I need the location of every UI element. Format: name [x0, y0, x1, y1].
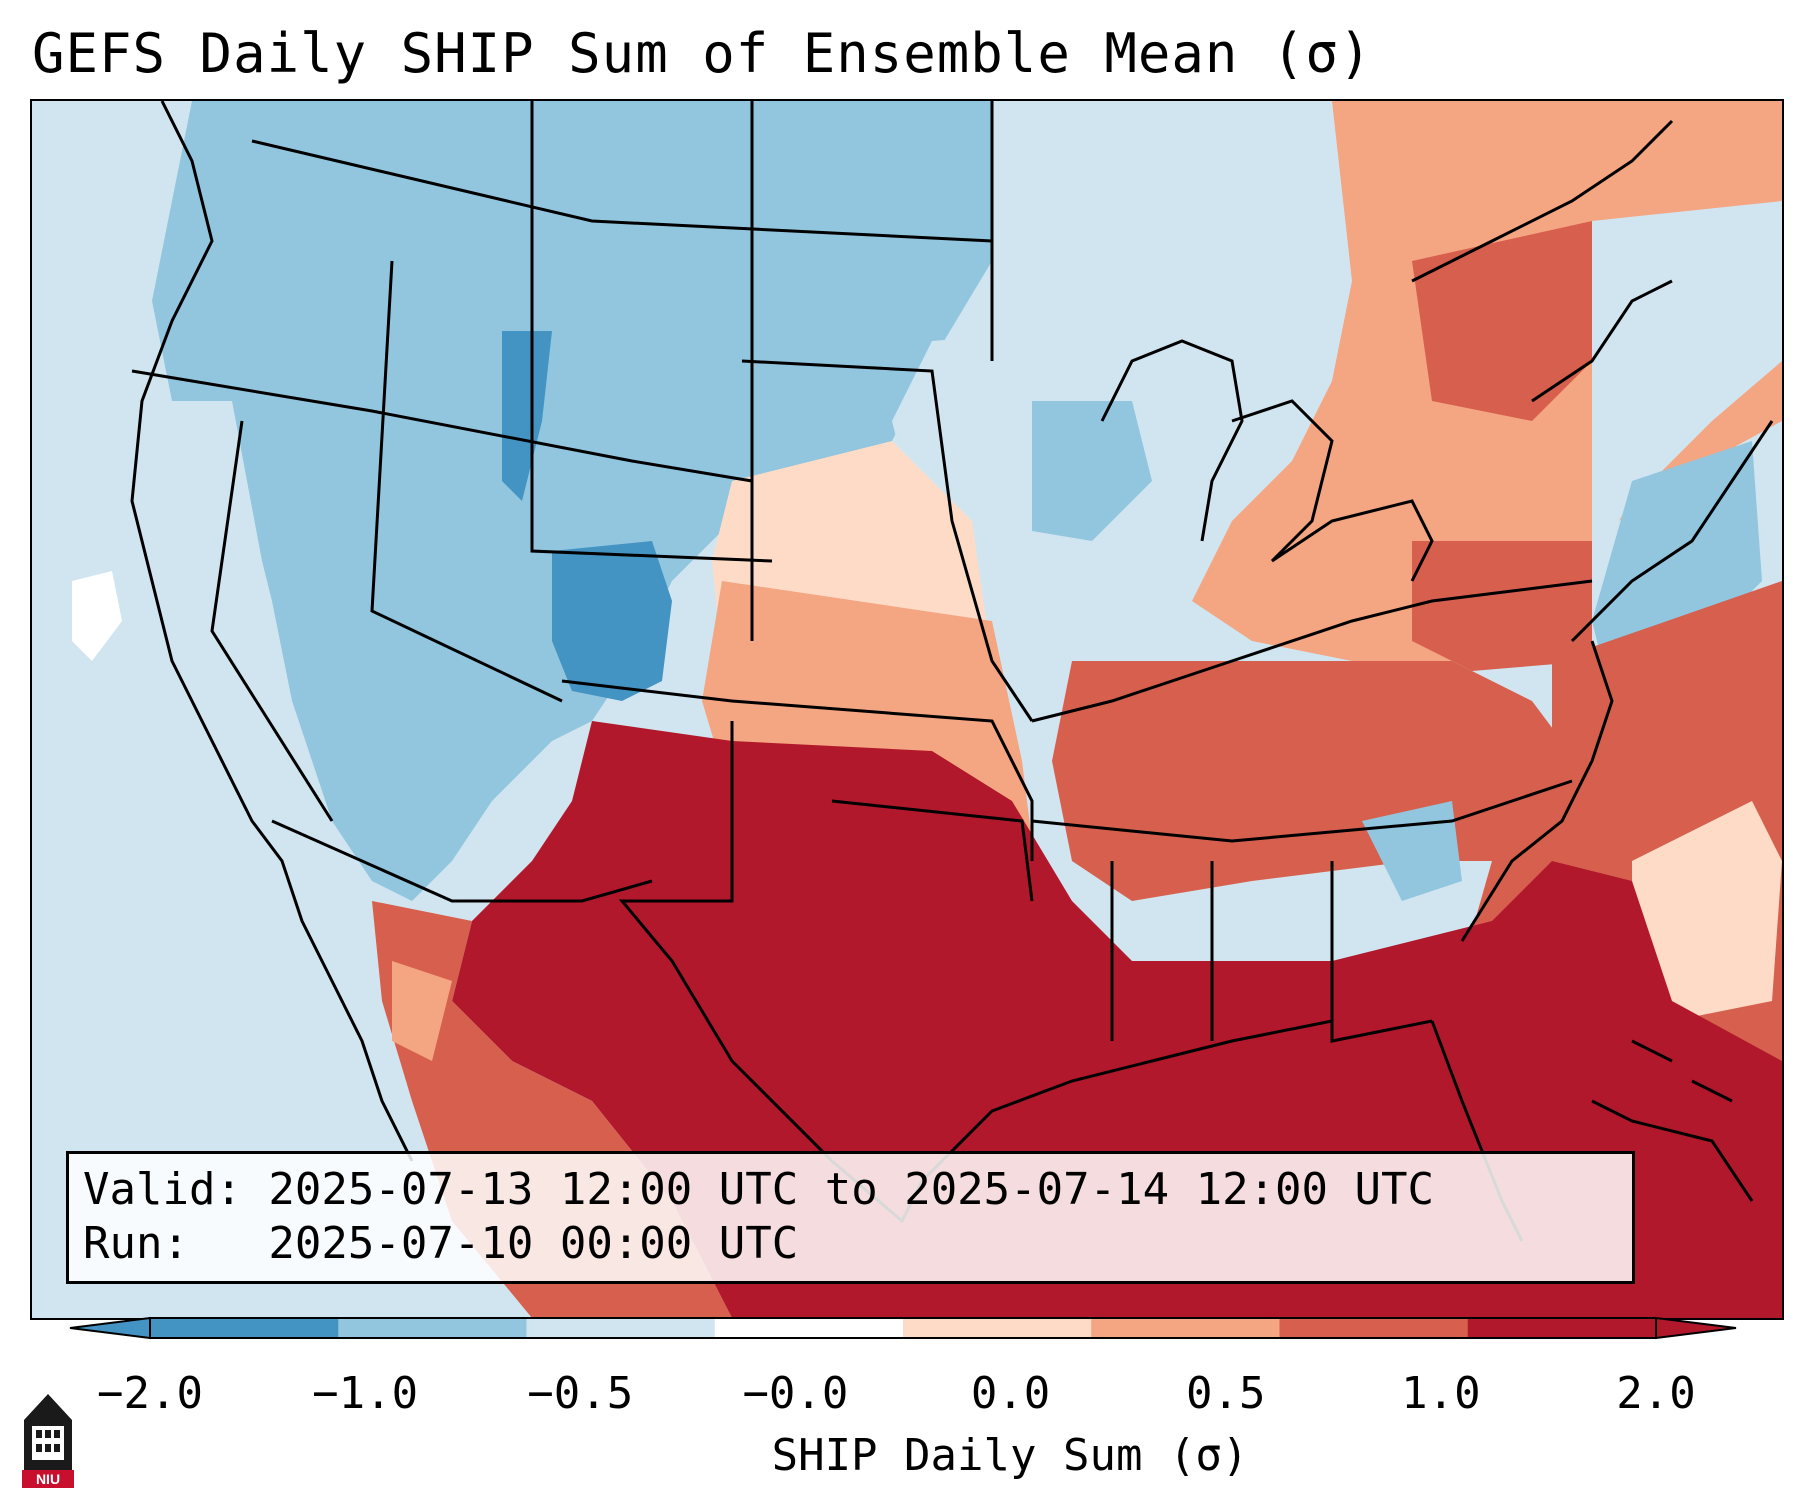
niu-logo-icon: NIU — [22, 1394, 74, 1488]
colorbar-segment — [903, 1318, 1092, 1338]
valid-time-text: Valid: 2025-07-13 12:00 UTC to 2025-07-1… — [83, 1164, 1435, 1215]
figure-title: GEFS Daily SHIP Sum of Ensemble Mean (σ) — [32, 22, 1373, 85]
info-box: Valid: 2025-07-13 12:00 UTC to 2025-07-1… — [66, 1151, 1635, 1284]
colorbar-tick-label: −0.5 — [527, 1368, 634, 1419]
colorbar-segment — [150, 1318, 339, 1338]
colorbar-tick-label: 0.0 — [970, 1368, 1051, 1419]
colorbar-tick-label: 1.0 — [1401, 1368, 1481, 1419]
map-panel — [30, 99, 1784, 1320]
anomaly-field — [32, 101, 1782, 1318]
colorbar-tick-label: −2.0 — [97, 1368, 203, 1419]
colorbar-extend-low — [70, 1318, 150, 1338]
colorbar-label: SHIP Daily Sum (σ) — [771, 1430, 1249, 1481]
colorbar-segment — [1279, 1318, 1469, 1338]
colorbar-segment — [1467, 1318, 1657, 1338]
state-boundaries — [130, 101, 1774, 1242]
colorbar-tick-label: −1.0 — [312, 1368, 419, 1419]
colorbar-segment — [526, 1318, 716, 1338]
colorbar-tick-label: −0.0 — [742, 1368, 849, 1419]
colorbar-tick-label: 2.0 — [1616, 1368, 1696, 1419]
colorbar — [69, 1316, 1737, 1340]
colorbar-segment — [714, 1318, 904, 1338]
anomaly-map — [32, 101, 1782, 1318]
run-time-text: Run: 2025-07-10 00:00 UTC — [83, 1218, 799, 1269]
colorbar-segment — [338, 1318, 527, 1338]
colorbar-segment — [1091, 1318, 1280, 1338]
svg-text:NIU: NIU — [36, 1471, 60, 1487]
colorbar-tick-label: 0.5 — [1185, 1368, 1266, 1419]
colorbar-extend-high — [1656, 1318, 1736, 1338]
